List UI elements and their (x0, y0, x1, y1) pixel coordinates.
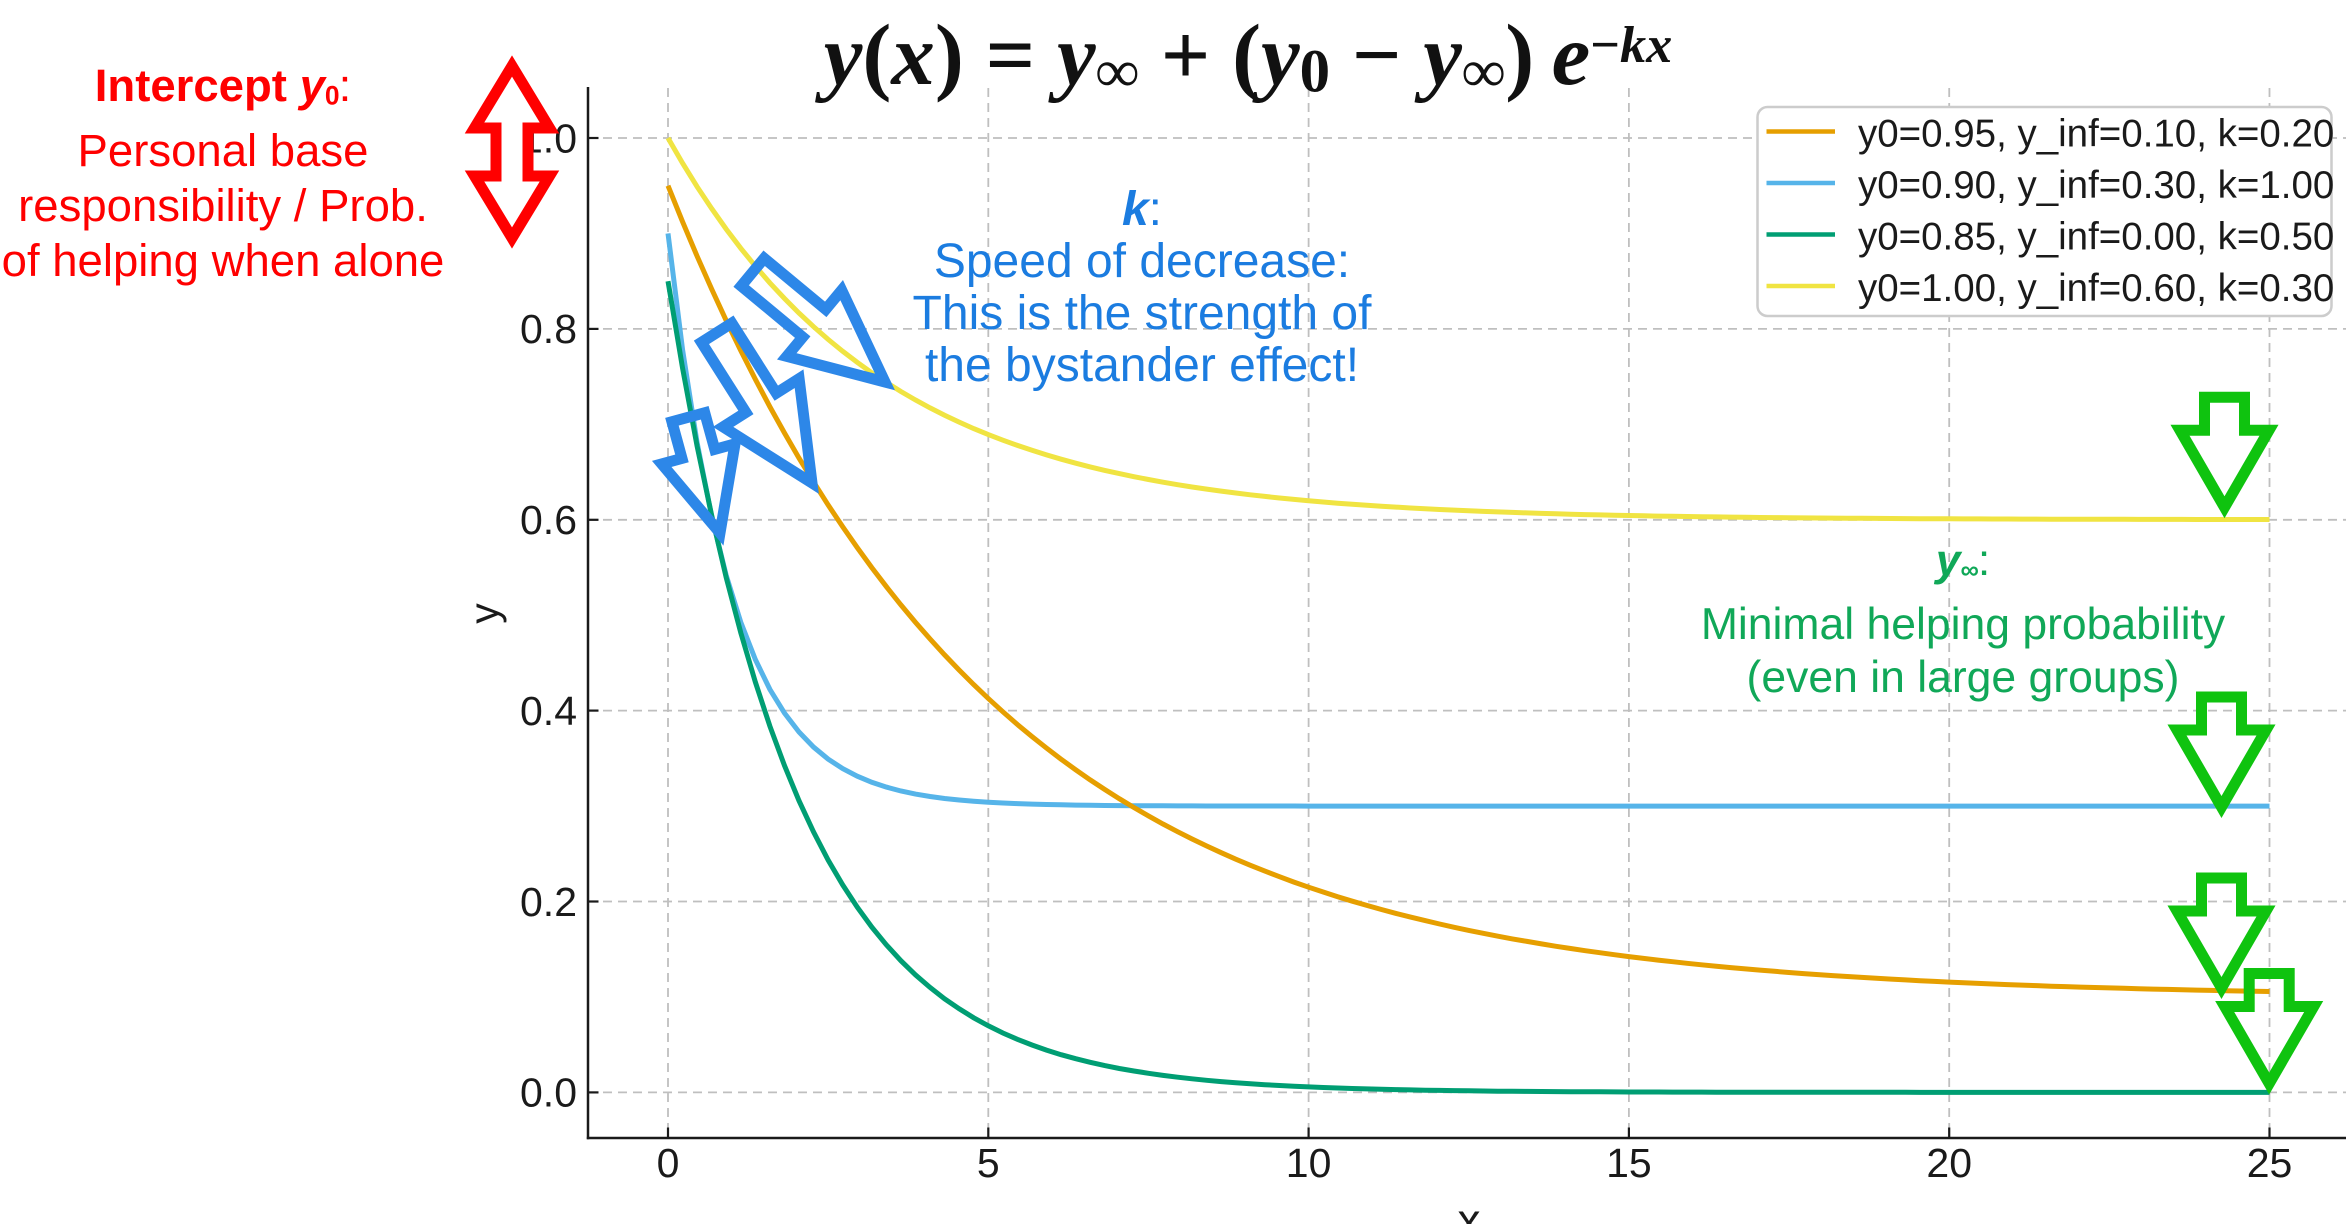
svg-text:0.4: 0.4 (520, 688, 577, 734)
svg-text:15: 15 (1606, 1140, 1652, 1186)
svg-text:10: 10 (1286, 1140, 1332, 1186)
svg-text:25: 25 (2247, 1140, 2293, 1186)
svg-text:5: 5 (977, 1140, 1000, 1186)
svg-text:x: x (1458, 1194, 1481, 1224)
svg-text:y: y (461, 603, 507, 624)
svg-text:0: 0 (657, 1140, 680, 1186)
svg-text:0.8: 0.8 (520, 306, 577, 352)
svg-text:y0=0.85, y_inf=0.00, k=0.50: y0=0.85, y_inf=0.00, k=0.50 (1858, 216, 2334, 259)
svg-text:20: 20 (1926, 1140, 1972, 1186)
svg-text:y0=0.95, y_inf=0.10, k=0.20: y0=0.95, y_inf=0.10, k=0.20 (1858, 113, 2334, 156)
svg-text:0.2: 0.2 (520, 879, 577, 925)
svg-text:0.6: 0.6 (520, 497, 577, 543)
svg-text:y0=0.90, y_inf=0.30, k=1.00: y0=0.90, y_inf=0.30, k=1.00 (1858, 164, 2334, 207)
svg-text:0.0: 0.0 (520, 1070, 577, 1116)
svg-text:y0=1.00, y_inf=0.60, k=0.30: y0=1.00, y_inf=0.60, k=0.30 (1858, 267, 2334, 310)
